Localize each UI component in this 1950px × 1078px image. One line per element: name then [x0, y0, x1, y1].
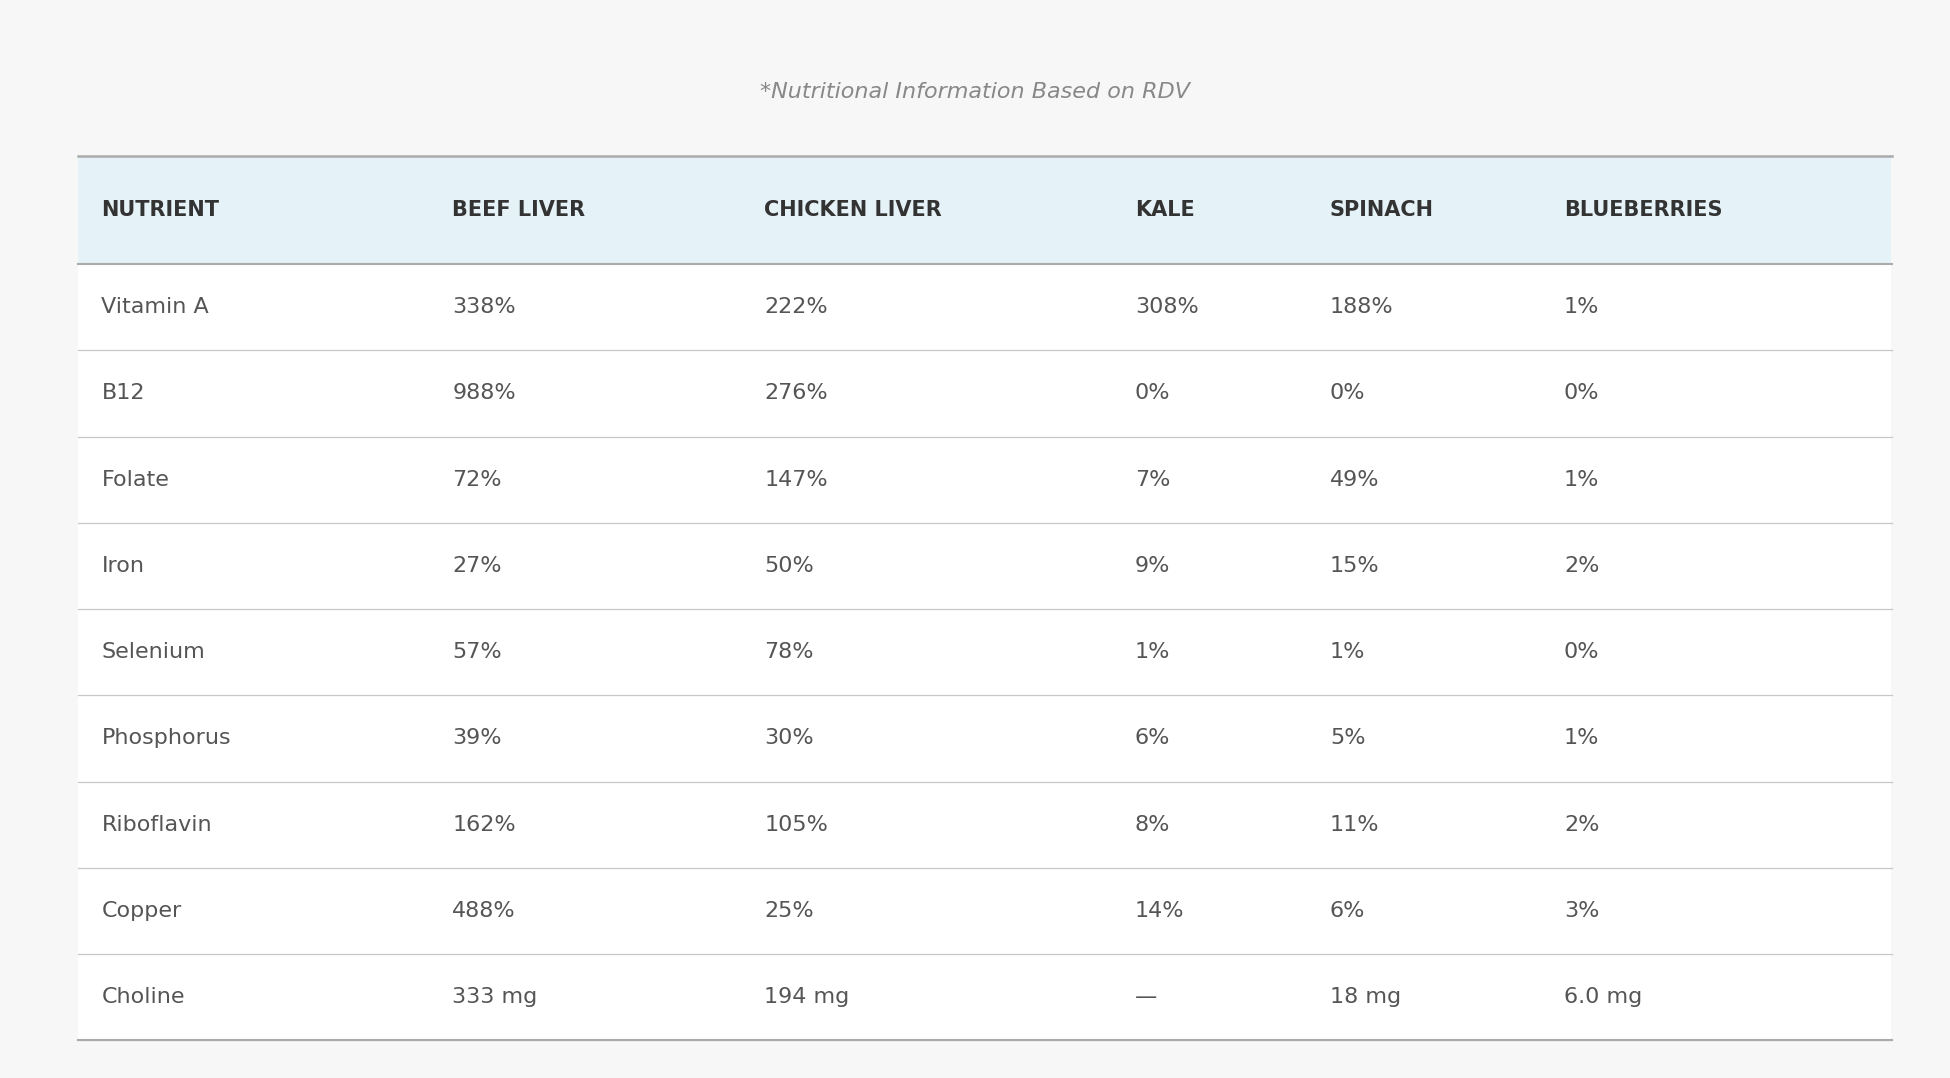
Text: 147%: 147% — [764, 470, 829, 489]
Text: 1%: 1% — [1330, 642, 1365, 662]
Text: 0%: 0% — [1135, 384, 1170, 403]
Text: Phosphorus: Phosphorus — [101, 729, 230, 748]
Text: 0%: 0% — [1564, 642, 1599, 662]
Text: 8%: 8% — [1135, 815, 1170, 834]
Text: Copper: Copper — [101, 901, 181, 921]
Text: 57%: 57% — [452, 642, 501, 662]
Bar — [78, 264, 1891, 350]
Bar — [78, 782, 1891, 868]
Text: 78%: 78% — [764, 642, 813, 662]
Text: BLUEBERRIES: BLUEBERRIES — [1564, 201, 1722, 220]
Bar — [78, 954, 1891, 1040]
Text: 9%: 9% — [1135, 556, 1170, 576]
Text: B12: B12 — [101, 384, 144, 403]
Text: 3%: 3% — [1564, 901, 1599, 921]
Text: 276%: 276% — [764, 384, 829, 403]
Text: 30%: 30% — [764, 729, 813, 748]
Text: BEEF LIVER: BEEF LIVER — [452, 201, 585, 220]
Text: Riboflavin: Riboflavin — [101, 815, 213, 834]
Text: 1%: 1% — [1564, 729, 1599, 748]
Text: 5%: 5% — [1330, 729, 1365, 748]
Text: 338%: 338% — [452, 298, 517, 317]
Bar — [78, 695, 1891, 782]
Text: 25%: 25% — [764, 901, 813, 921]
Bar — [78, 868, 1891, 954]
Bar — [78, 609, 1891, 695]
Text: 222%: 222% — [764, 298, 829, 317]
Text: Choline: Choline — [101, 987, 185, 1007]
Text: Folate: Folate — [101, 470, 170, 489]
Text: 6%: 6% — [1135, 729, 1170, 748]
Text: KALE: KALE — [1135, 201, 1195, 220]
Text: 6.0 mg: 6.0 mg — [1564, 987, 1642, 1007]
Text: 1%: 1% — [1564, 298, 1599, 317]
Text: 11%: 11% — [1330, 815, 1379, 834]
Text: 1%: 1% — [1564, 470, 1599, 489]
Text: 72%: 72% — [452, 470, 501, 489]
Text: 194 mg: 194 mg — [764, 987, 850, 1007]
Text: —: — — [1135, 987, 1156, 1007]
Bar — [78, 156, 1891, 264]
Bar — [78, 437, 1891, 523]
Text: 2%: 2% — [1564, 815, 1599, 834]
Text: SPINACH: SPINACH — [1330, 201, 1433, 220]
Text: 0%: 0% — [1564, 384, 1599, 403]
Text: 7%: 7% — [1135, 470, 1170, 489]
Text: 49%: 49% — [1330, 470, 1379, 489]
Text: CHICKEN LIVER: CHICKEN LIVER — [764, 201, 942, 220]
Text: 988%: 988% — [452, 384, 517, 403]
Text: Selenium: Selenium — [101, 642, 205, 662]
Text: 15%: 15% — [1330, 556, 1379, 576]
Text: 18 mg: 18 mg — [1330, 987, 1400, 1007]
Text: 162%: 162% — [452, 815, 517, 834]
Text: 1%: 1% — [1135, 642, 1170, 662]
Text: 488%: 488% — [452, 901, 517, 921]
Text: 27%: 27% — [452, 556, 501, 576]
Text: 308%: 308% — [1135, 298, 1199, 317]
Text: 105%: 105% — [764, 815, 829, 834]
Text: 188%: 188% — [1330, 298, 1394, 317]
Bar — [78, 523, 1891, 609]
Text: 50%: 50% — [764, 556, 815, 576]
Text: Iron: Iron — [101, 556, 144, 576]
Text: 6%: 6% — [1330, 901, 1365, 921]
Text: 2%: 2% — [1564, 556, 1599, 576]
Text: 0%: 0% — [1330, 384, 1365, 403]
Text: 333 mg: 333 mg — [452, 987, 538, 1007]
Text: 14%: 14% — [1135, 901, 1184, 921]
Bar — [78, 350, 1891, 437]
Text: NUTRIENT: NUTRIENT — [101, 201, 220, 220]
Text: 39%: 39% — [452, 729, 501, 748]
Text: Vitamin A: Vitamin A — [101, 298, 209, 317]
Text: *Nutritional Information Based on RDV: *Nutritional Information Based on RDV — [760, 82, 1190, 101]
